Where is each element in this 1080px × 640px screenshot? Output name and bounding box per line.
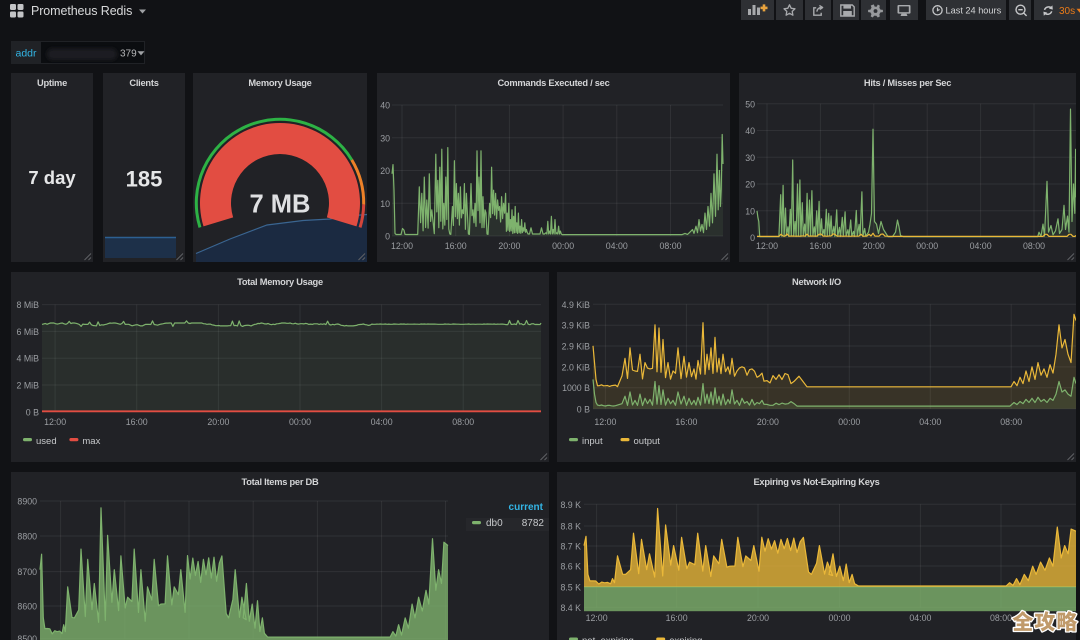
svg-text:20:00: 20:00 <box>757 417 779 427</box>
svg-text:08:00: 08:00 <box>990 613 1012 623</box>
svg-text:3.9 KiB: 3.9 KiB <box>562 321 590 331</box>
svg-text:input: input <box>582 436 603 447</box>
svg-text:20: 20 <box>380 166 390 176</box>
svg-text:0: 0 <box>385 232 390 242</box>
svg-text:16:00: 16:00 <box>666 613 688 623</box>
svg-text:08:00: 08:00 <box>1023 241 1045 251</box>
svg-text:00:00: 00:00 <box>552 241 574 251</box>
svg-text:04:00: 04:00 <box>970 241 992 251</box>
svg-text:4.9 KiB: 4.9 KiB <box>562 300 590 310</box>
svg-text:Last 24 hours: Last 24 hours <box>946 6 1002 16</box>
svg-text:16:00: 16:00 <box>126 417 148 427</box>
svg-text:4 MiB: 4 MiB <box>17 354 40 364</box>
svg-text:12:00: 12:00 <box>44 417 66 427</box>
svg-text:addr: addr <box>16 47 38 59</box>
svg-text:8500: 8500 <box>17 634 37 640</box>
svg-text:8782: 8782 <box>522 518 545 529</box>
svg-text:20:00: 20:00 <box>498 241 520 251</box>
svg-text:16:00: 16:00 <box>445 241 467 251</box>
svg-text:30s: 30s <box>1059 6 1075 17</box>
svg-text:8600: 8600 <box>17 602 37 612</box>
svg-text:12:00: 12:00 <box>586 613 608 623</box>
svg-text:04:00: 04:00 <box>919 417 941 427</box>
svg-text:expiring: expiring <box>669 636 702 640</box>
svg-text:8.5 K: 8.5 K <box>560 582 581 592</box>
svg-text:12:00: 12:00 <box>391 241 413 251</box>
svg-text:12:00: 12:00 <box>756 241 778 251</box>
svg-text:2 MiB: 2 MiB <box>17 381 40 391</box>
svg-text:8.7 K: 8.7 K <box>560 542 581 552</box>
svg-text:16:00: 16:00 <box>675 417 697 427</box>
svg-text:used: used <box>36 436 57 447</box>
svg-text:00:00: 00:00 <box>916 241 938 251</box>
svg-text:2.0 KiB: 2.0 KiB <box>562 362 590 372</box>
svg-text:08:00: 08:00 <box>659 241 681 251</box>
svg-text:max: max <box>82 436 100 447</box>
svg-text:0 B: 0 B <box>577 404 590 414</box>
svg-text:00:00: 00:00 <box>838 417 860 427</box>
svg-text:current: current <box>509 502 544 513</box>
svg-text:08:00: 08:00 <box>452 417 474 427</box>
svg-text:00:00: 00:00 <box>289 417 311 427</box>
svg-text:16:00: 16:00 <box>809 241 831 251</box>
svg-text:0 B: 0 B <box>26 407 39 417</box>
svg-text:00:00: 00:00 <box>828 613 850 623</box>
svg-text:Prometheus Redis: Prometheus Redis <box>31 4 132 18</box>
svg-text:1000 B: 1000 B <box>562 383 590 393</box>
svg-text:40: 40 <box>745 126 755 136</box>
svg-text:40: 40 <box>380 101 390 111</box>
svg-text:379: 379 <box>120 49 137 60</box>
svg-text:20:00: 20:00 <box>747 613 769 623</box>
svg-text:185: 185 <box>126 167 163 192</box>
svg-text:2.9 KiB: 2.9 KiB <box>562 342 590 352</box>
svg-text:04:00: 04:00 <box>606 241 628 251</box>
svg-text:8.6 K: 8.6 K <box>560 562 581 572</box>
svg-text:04:00: 04:00 <box>909 613 931 623</box>
svg-text:08:00: 08:00 <box>1000 417 1022 427</box>
svg-text:8 MiB: 8 MiB <box>17 300 40 310</box>
svg-text:8.9 K: 8.9 K <box>560 500 581 510</box>
svg-text:50: 50 <box>745 99 755 109</box>
svg-text:04:00: 04:00 <box>371 417 393 427</box>
svg-text:30: 30 <box>380 133 390 143</box>
svg-text:8900: 8900 <box>17 497 37 507</box>
svg-text:30: 30 <box>745 153 755 163</box>
svg-text:6 MiB: 6 MiB <box>17 327 40 337</box>
svg-text:10: 10 <box>380 199 390 209</box>
svg-text:20:00: 20:00 <box>863 241 885 251</box>
svg-text:10: 10 <box>745 206 755 216</box>
svg-text:20:00: 20:00 <box>207 417 229 427</box>
svg-text:db0: db0 <box>486 518 503 529</box>
svg-text:output: output <box>634 436 661 447</box>
svg-text:0: 0 <box>750 233 755 243</box>
svg-text:8700: 8700 <box>17 567 37 577</box>
svg-text:8.4 K: 8.4 K <box>560 603 581 613</box>
svg-text:7 day: 7 day <box>28 167 76 188</box>
svg-text:8800: 8800 <box>17 532 37 542</box>
svg-text:7 MB: 7 MB <box>250 191 311 219</box>
svg-text:20: 20 <box>745 180 755 190</box>
svg-text:not_expiring: not_expiring <box>582 636 634 640</box>
svg-text:8.8 K: 8.8 K <box>560 522 581 532</box>
svg-text:12:00: 12:00 <box>594 417 616 427</box>
